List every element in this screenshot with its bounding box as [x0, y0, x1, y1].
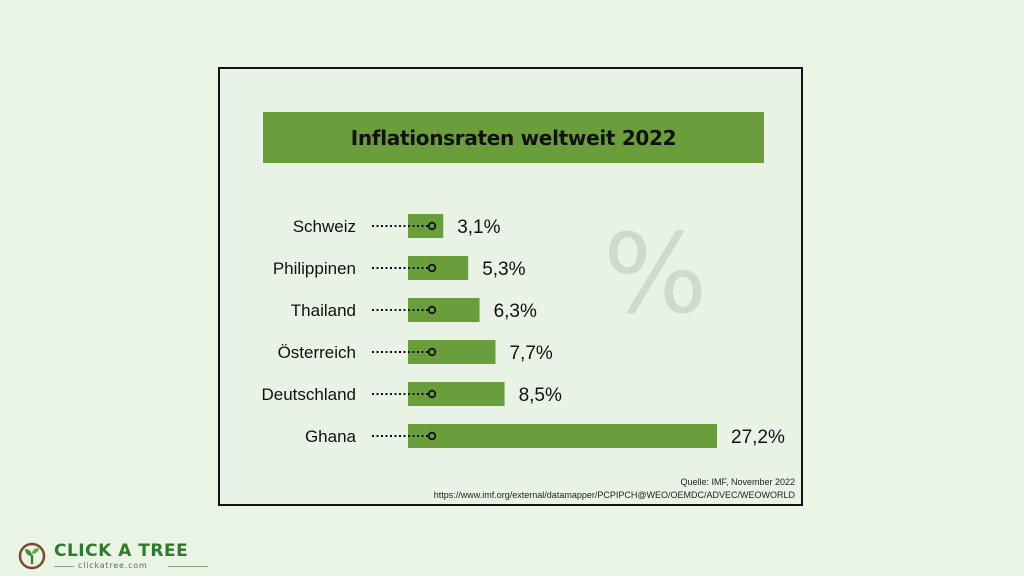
- category-label: Deutschland: [261, 385, 356, 404]
- category-label: Schweiz: [293, 217, 356, 236]
- category-label: Thailand: [291, 301, 356, 320]
- logo-divider-right: [168, 566, 208, 567]
- click-a-tree-logo[interactable]: CLICK A TREE clickatree.com: [18, 540, 208, 570]
- source-citation: Quelle: IMF, November 2022: [680, 477, 795, 487]
- value-label: 7,7%: [509, 343, 552, 364]
- category-label: Ghana: [305, 427, 357, 446]
- chart-card: Inflationsraten weltweit 2022 % Schweiz 3…: [218, 67, 803, 506]
- value-label: 6,3%: [494, 301, 537, 322]
- source-url[interactable]: https://www.imf.org/external/datamapper/…: [433, 490, 795, 500]
- leader-dot: [427, 305, 437, 315]
- bar-chart: Schweiz 3,1% Philippinen 5,3% Thailand 6,3% Ös…: [261, 214, 785, 448]
- value-label: 8,5%: [519, 385, 562, 406]
- category-label: Österreich: [278, 343, 356, 362]
- logo-divider-left: [54, 566, 74, 567]
- tree-sprout-icon: [18, 542, 46, 570]
- brand-url: clickatree.com: [78, 561, 148, 570]
- leader-dot: [427, 431, 437, 441]
- percent-watermark: %: [603, 210, 708, 338]
- leader-dot: [427, 221, 437, 231]
- leader-dot: [427, 263, 437, 273]
- bar: [408, 340, 496, 364]
- bar: [408, 382, 505, 406]
- bar: [408, 298, 480, 322]
- leader-dot: [427, 389, 437, 399]
- leader-dot: [427, 347, 437, 357]
- brand-name: CLICK A TREE: [54, 541, 189, 561]
- value-label: 27,2%: [731, 427, 785, 448]
- chart-title-banner: Inflationsraten weltweit 2022: [263, 112, 764, 163]
- value-label: 3,1%: [457, 217, 500, 238]
- chart-title: Inflationsraten weltweit 2022: [350, 125, 677, 150]
- bar: [408, 424, 717, 448]
- value-label: 5,3%: [482, 259, 525, 280]
- category-label: Philippinen: [273, 259, 356, 278]
